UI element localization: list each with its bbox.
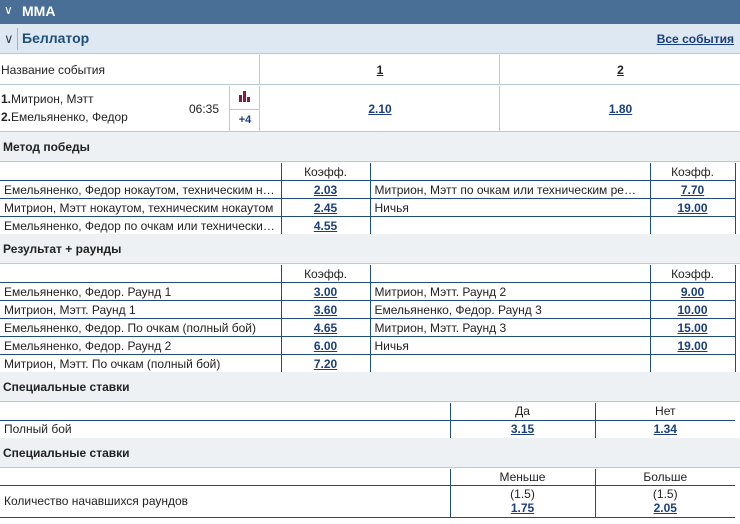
- special-2-table: Меньше Больше Количество начавшихся раун…: [0, 469, 740, 518]
- method-table: Коэфф. Коэфф. Емельяненко, Федор нокауто…: [0, 163, 740, 235]
- under-line: (1.5): [510, 487, 535, 501]
- participant-1-number: 1.: [1, 92, 12, 106]
- more-markets-button[interactable]: +4: [229, 109, 260, 132]
- outcome-odd[interactable]: 19.00: [677, 200, 708, 215]
- outcome-name: Ничья: [370, 336, 651, 355]
- outcome-name: [370, 216, 651, 235]
- yes-odd[interactable]: 3.15: [510, 422, 535, 436]
- participant-2-name: Емельяненко, Федор: [11, 110, 128, 124]
- outcome-name: Митрион, Мэтт. Раунд 3: [370, 318, 651, 337]
- under-header: Меньше: [449, 469, 595, 486]
- participant-1-name: Митрион, Мэтт: [11, 92, 94, 106]
- outcome-odd[interactable]: 3.00: [313, 284, 338, 299]
- stats-button[interactable]: [229, 86, 260, 110]
- coef-header: Коэфф.: [281, 163, 371, 181]
- outcome-odd[interactable]: 7.20: [313, 356, 338, 371]
- section-method[interactable]: Метод победы: [0, 132, 740, 162]
- outcome-name: Митрион, Мэтт. Раунд 2: [370, 282, 651, 301]
- section-rounds-title: Результат + раунды: [3, 242, 122, 256]
- special-row-name: Количество начавшихся раундов: [0, 485, 450, 518]
- outcome-name: Емельяненко, Федор по очкам или техничес…: [0, 216, 282, 235]
- outcome-name: Митрион, Мэтт. По очкам (полный бой): [0, 354, 282, 373]
- odd-2[interactable]: 1.80: [608, 102, 633, 116]
- participant-2-number: 2.: [1, 110, 12, 124]
- section-special-1[interactable]: Специальные ставки: [0, 372, 740, 402]
- col-2-header[interactable]: 2: [499, 55, 740, 85]
- section-method-title: Метод победы: [3, 140, 90, 154]
- over-line: (1.5): [652, 487, 678, 501]
- event-time: 06:35: [189, 102, 220, 116]
- col-1-header[interactable]: 1: [259, 55, 500, 85]
- outcome-odd[interactable]: 4.65: [313, 320, 338, 335]
- outcome-odd[interactable]: 15.00: [677, 320, 708, 335]
- rounds-table: Коэфф. Коэфф. Емельяненко, Федор. Раунд …: [0, 265, 740, 373]
- outcome-odd[interactable]: 2.45: [313, 200, 338, 215]
- outcome-odd[interactable]: 3.60: [313, 302, 338, 317]
- league-header[interactable]: ∨ Беллатор Все события: [0, 24, 740, 54]
- outcome-name: Митрион, Мэтт по очкам или техническим р…: [370, 180, 651, 199]
- outcome-name: Емельяненко, Федор. По очкам (полный бой…: [0, 318, 282, 337]
- sport-header[interactable]: ∨ MMA: [0, 0, 740, 24]
- over-odd[interactable]: 2.05: [653, 501, 677, 515]
- divider: [17, 28, 18, 50]
- outcome-odd[interactable]: 19.00: [677, 338, 708, 353]
- outcome-odd[interactable]: 7.70: [680, 182, 705, 197]
- outcome-name: [370, 354, 651, 373]
- outcome-odd[interactable]: 4.55: [313, 218, 338, 233]
- events-column-header: Название события 1 2: [0, 55, 740, 85]
- league-title: Беллатор: [22, 30, 90, 46]
- outcome-odd[interactable]: 9.00: [680, 284, 705, 299]
- outcome-name: Емельяненко, Федор. Раунд 1: [0, 282, 282, 301]
- outcome-odd[interactable]: 10.00: [677, 302, 708, 317]
- no-odd[interactable]: 1.34: [653, 422, 677, 436]
- section-special-1-title: Специальные ставки: [3, 380, 130, 394]
- section-rounds[interactable]: Результат + раунды: [0, 234, 740, 264]
- over-header: Больше: [594, 469, 735, 486]
- chevron-down-icon[interactable]: ∨: [4, 3, 13, 17]
- no-header: Нет: [594, 403, 735, 421]
- event-name-header: Название события: [1, 63, 105, 77]
- event-row: 1.Митрион, Мэтт 2.Емельяненко, Федор 06:…: [0, 86, 740, 132]
- coef-header: Коэфф.: [650, 265, 736, 283]
- outcome-name: Ничья: [370, 198, 651, 217]
- yes-header: Да: [449, 403, 595, 421]
- special-1-table: Да Нет Полный бой 3.15 1.34: [0, 403, 740, 439]
- coef-header: Коэфф.: [650, 163, 736, 181]
- coef-header: Коэфф.: [281, 265, 371, 283]
- outcome-odd[interactable]: 6.00: [313, 338, 338, 353]
- outcome-name: Емельяненко, Федор. Раунд 3: [370, 300, 651, 319]
- outcome-name: Митрион, Мэтт. Раунд 1: [0, 300, 282, 319]
- sport-title: MMA: [22, 3, 56, 19]
- section-special-2[interactable]: Специальные ставки: [0, 438, 740, 468]
- participant-2: 2.Емельяненко, Федор: [1, 110, 128, 124]
- odd-1[interactable]: 2.10: [368, 102, 392, 116]
- outcome-name: Емельяненко, Федор нокаутом, техническим…: [0, 180, 282, 199]
- chevron-down-icon[interactable]: ∨: [4, 31, 14, 46]
- outcome-name: Митрион, Мэтт нокаутом, техническим нока…: [0, 198, 282, 217]
- outcome-odd[interactable]: 2.03: [313, 182, 338, 197]
- special-row-name: Полный бой: [0, 420, 450, 439]
- participant-1: 1.Митрион, Мэтт: [1, 92, 94, 106]
- all-events-link[interactable]: Все события: [656, 32, 734, 46]
- section-special-2-title: Специальные ставки: [3, 446, 130, 460]
- outcome-name: Емельяненко, Федор. Раунд 2: [0, 336, 282, 355]
- under-odd[interactable]: 1.75: [510, 501, 535, 515]
- bar-chart-icon: [239, 91, 250, 102]
